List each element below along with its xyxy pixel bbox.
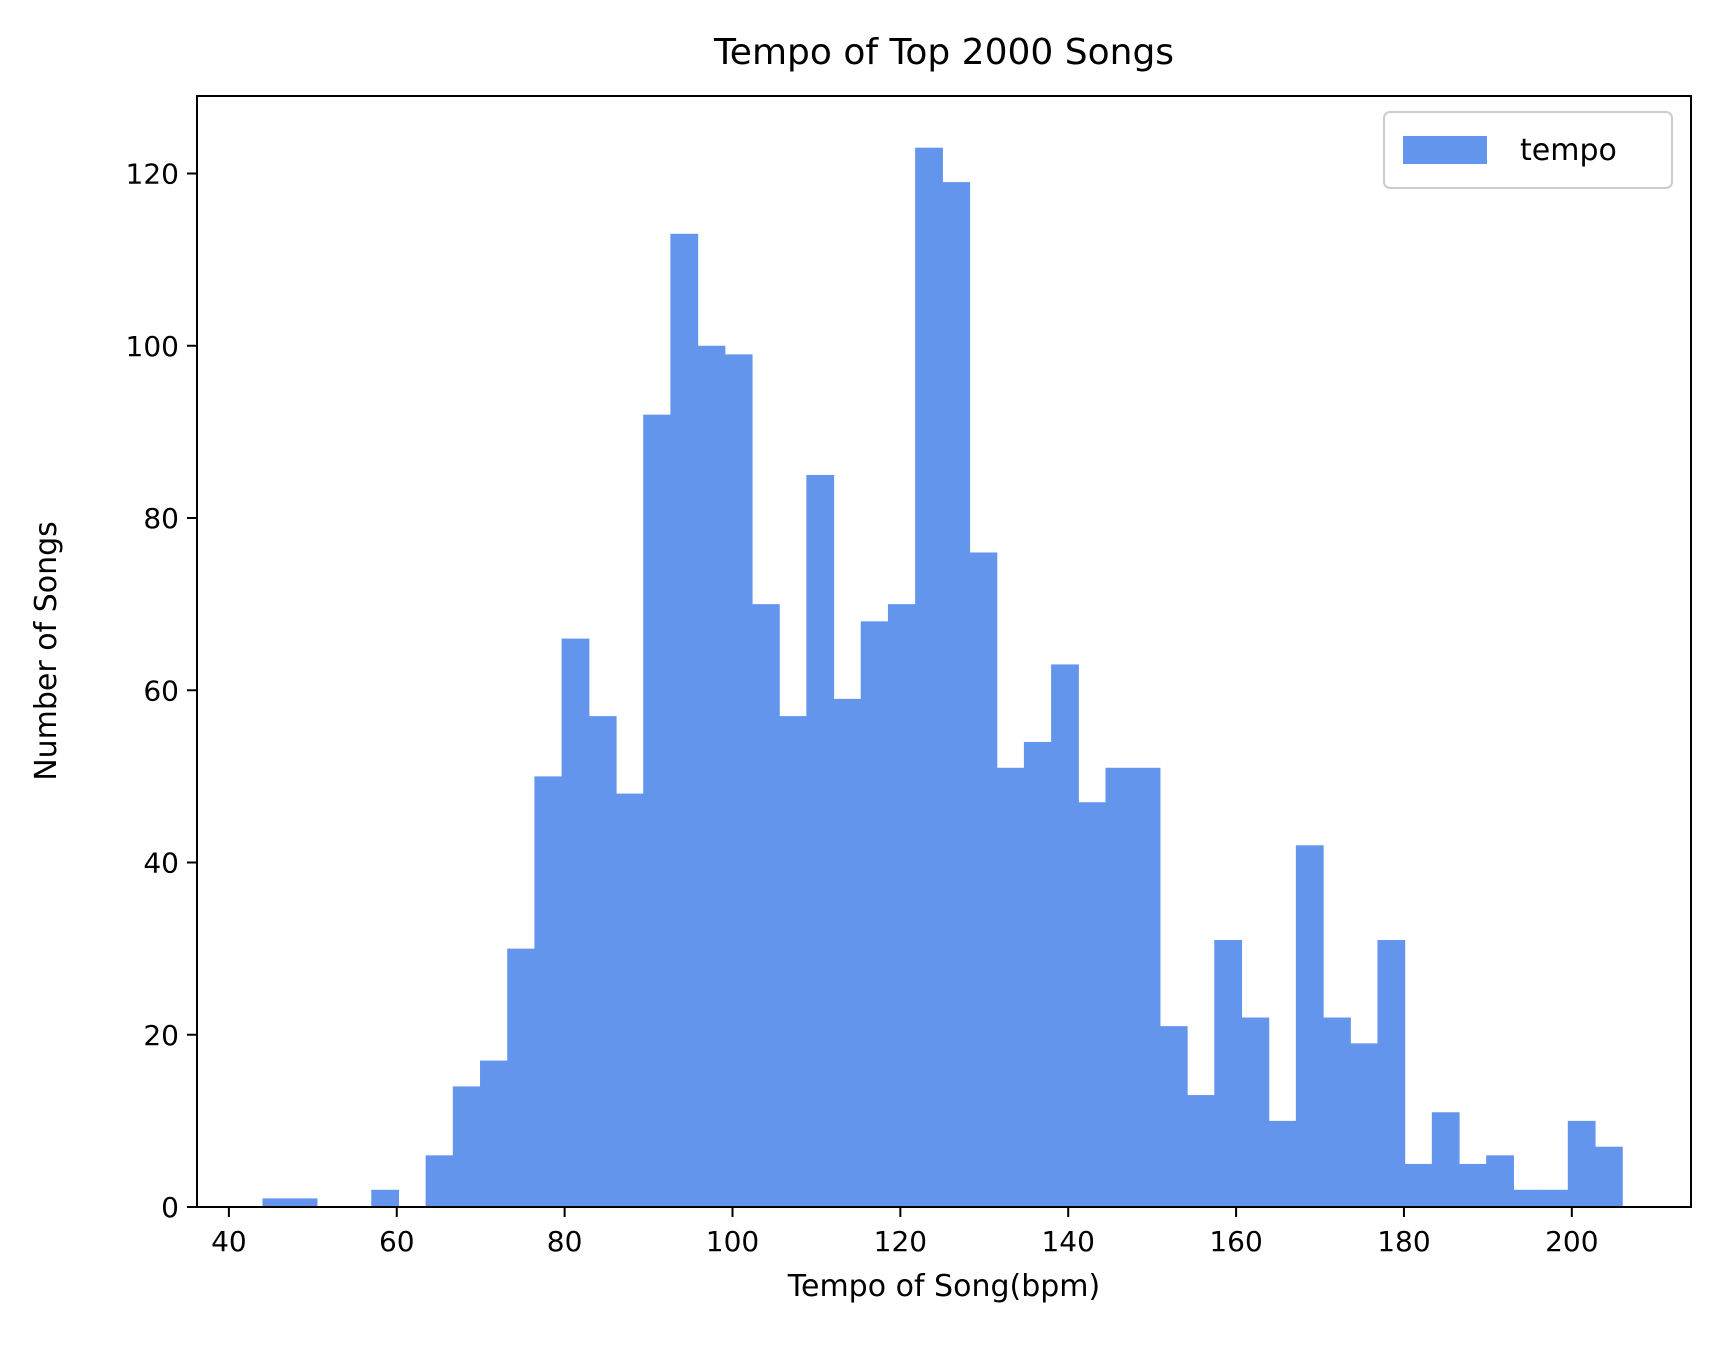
histogram-bar bbox=[289, 1198, 318, 1207]
y-tick-label: 20 bbox=[143, 1019, 179, 1052]
legend-swatch-tempo bbox=[1403, 136, 1487, 164]
x-tick-label: 120 bbox=[874, 1225, 927, 1258]
histogram-bar bbox=[262, 1198, 291, 1207]
y-axis-ticks: 0 20 40 60 80 100 120 bbox=[126, 158, 197, 1224]
histogram-bar bbox=[1459, 1163, 1487, 1207]
histogram-bar bbox=[425, 1155, 454, 1207]
x-axis-ticks: 40 60 80 100 120 140 160 180 200 bbox=[211, 1207, 1599, 1258]
histogram-bar bbox=[670, 233, 699, 1208]
histogram-bar bbox=[1051, 664, 1079, 1207]
histogram-bar bbox=[1350, 1043, 1379, 1207]
y-tick-label: 60 bbox=[143, 674, 179, 707]
x-axis-label: Tempo of Song(bpm) bbox=[787, 1269, 1100, 1304]
histogram-bar bbox=[1323, 1017, 1351, 1207]
x-tick-label: 200 bbox=[1545, 1225, 1598, 1258]
legend-label-tempo: tempo bbox=[1520, 133, 1617, 168]
y-tick-label: 0 bbox=[161, 1191, 179, 1224]
histogram-bar bbox=[1105, 767, 1134, 1207]
histogram-bar bbox=[1567, 1120, 1596, 1207]
histogram-bar bbox=[779, 716, 807, 1207]
histogram-bar bbox=[1295, 845, 1324, 1207]
y-tick-label: 120 bbox=[126, 158, 179, 191]
histogram-bar bbox=[1214, 940, 1243, 1207]
histogram-bar bbox=[615, 793, 644, 1207]
histogram-bar bbox=[561, 638, 590, 1207]
histogram-bar bbox=[1132, 767, 1161, 1207]
histogram-bar bbox=[452, 1086, 481, 1207]
histogram-bar bbox=[371, 1189, 400, 1207]
histogram-bar bbox=[1486, 1155, 1514, 1207]
histogram-bar bbox=[1513, 1189, 1542, 1207]
histogram-bar bbox=[833, 698, 862, 1207]
histogram-bar bbox=[643, 414, 671, 1207]
histogram-bar bbox=[1540, 1189, 1569, 1207]
histogram-bar bbox=[480, 1060, 508, 1207]
histogram-bar bbox=[942, 182, 971, 1207]
y-tick-label: 100 bbox=[126, 330, 179, 363]
histogram-bars bbox=[262, 147, 1623, 1208]
histogram-bar bbox=[1377, 940, 1406, 1207]
x-tick-label: 40 bbox=[211, 1225, 247, 1258]
y-tick-label: 80 bbox=[143, 502, 179, 535]
histogram-bar bbox=[887, 604, 916, 1207]
x-tick-label: 80 bbox=[547, 1225, 583, 1258]
histogram-bar bbox=[1241, 1017, 1270, 1207]
legend: tempo bbox=[1383, 111, 1673, 189]
y-tick-label: 40 bbox=[143, 847, 179, 880]
histogram-bar bbox=[588, 716, 617, 1207]
histogram-bar bbox=[1159, 1026, 1188, 1207]
histogram-bar bbox=[751, 604, 780, 1207]
x-tick-label: 180 bbox=[1377, 1225, 1430, 1258]
histogram-bar bbox=[1404, 1163, 1433, 1207]
histogram-bar bbox=[969, 552, 998, 1207]
histogram-bar bbox=[724, 354, 753, 1207]
histogram-bar bbox=[915, 147, 943, 1207]
histogram-bar bbox=[1594, 1146, 1623, 1207]
x-tick-label: 140 bbox=[1041, 1225, 1094, 1258]
x-tick-label: 60 bbox=[379, 1225, 415, 1258]
histogram-bar bbox=[996, 767, 1025, 1207]
chart-title: Tempo of Top 2000 Songs bbox=[713, 32, 1174, 73]
histogram-bar bbox=[806, 474, 835, 1207]
x-tick-label: 160 bbox=[1209, 1225, 1262, 1258]
y-axis-label: Number of Songs bbox=[29, 521, 64, 781]
histogram-bar bbox=[534, 776, 563, 1207]
histogram-bar bbox=[1023, 741, 1052, 1207]
histogram-bar bbox=[697, 345, 726, 1207]
x-tick-label: 100 bbox=[706, 1225, 759, 1258]
histogram-bar bbox=[507, 948, 535, 1207]
histogram-bar bbox=[1078, 802, 1107, 1207]
legend-box bbox=[1383, 111, 1673, 189]
histogram-bar bbox=[1268, 1120, 1297, 1207]
plot-frame bbox=[196, 95, 1692, 1208]
histogram-bar bbox=[1431, 1112, 1460, 1207]
histogram-bar bbox=[860, 621, 889, 1207]
histogram-bar bbox=[1187, 1095, 1215, 1207]
